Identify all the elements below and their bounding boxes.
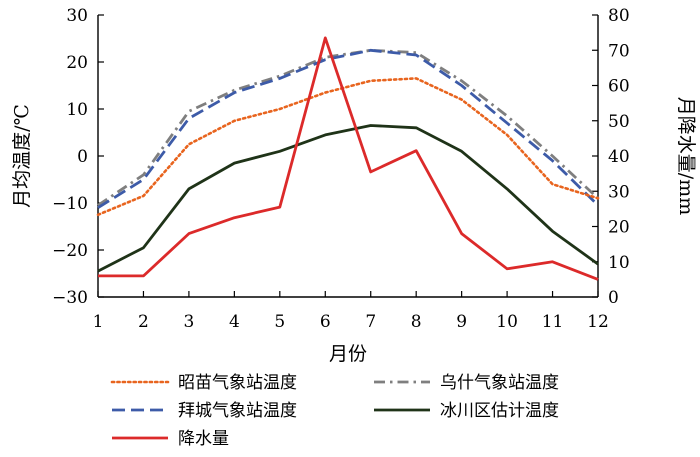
- x-tick-label: 12: [587, 312, 609, 332]
- x-tick-label: 2: [138, 312, 149, 332]
- left-y-tick-label: 10: [66, 100, 88, 120]
- legend-label-1: 昭苗气象站温度: [178, 373, 297, 393]
- right-y-tick-label: 50: [608, 112, 630, 132]
- series-line-1: [96, 77, 600, 217]
- x-tick-label: 11: [542, 312, 564, 332]
- left-y-tick-label: 30: [66, 6, 88, 26]
- right-y-tick-label: 70: [608, 41, 630, 61]
- series-layer: [96, 36, 600, 281]
- left-y-tick-label: 0: [77, 147, 88, 167]
- right-y-tick-label: 60: [608, 77, 630, 97]
- x-tick-label: 6: [320, 312, 331, 332]
- legend-label-2: 乌什气象站温度: [440, 373, 559, 393]
- right-y-tick-label: 20: [608, 218, 630, 238]
- x-tick-label: 4: [229, 312, 240, 332]
- right-y-tick-label: 80: [608, 6, 630, 26]
- right-y-tick-label: 0: [608, 288, 619, 308]
- x-tick-label: 10: [496, 312, 518, 332]
- right-y-tick-label: 40: [608, 147, 630, 167]
- right-y-tick-label: 30: [608, 182, 630, 202]
- series-line-5: [98, 36, 599, 281]
- right-y-tick-label: 10: [608, 253, 630, 273]
- x-axis-title: 月份: [329, 343, 367, 365]
- x-tick-label: 1: [93, 312, 104, 332]
- left-y-tick-label: −10: [52, 194, 88, 214]
- legend-label-4: 冰川区估计温度: [440, 401, 559, 421]
- right-y-axis-title: 月降水量/mm: [675, 97, 697, 215]
- x-tick-label: 7: [365, 312, 376, 332]
- x-tick-label: 8: [411, 312, 422, 332]
- x-tick-label: 9: [456, 312, 467, 332]
- legend-label-5: 降水量: [178, 429, 229, 449]
- legend-label-3: 拜城气象站温度: [178, 401, 297, 421]
- series-line-2: [97, 48, 599, 207]
- left-y-tick-label: 20: [66, 53, 88, 73]
- left-y-tick-label: −30: [52, 288, 88, 308]
- series-line-3: [97, 48, 599, 209]
- series-line-4: [97, 124, 599, 273]
- x-tick-label: 3: [183, 312, 194, 332]
- left-y-axis-title: 月均温度/℃: [11, 104, 33, 208]
- x-tick-label: 5: [274, 312, 285, 332]
- left-y-tick-label: −20: [52, 241, 88, 261]
